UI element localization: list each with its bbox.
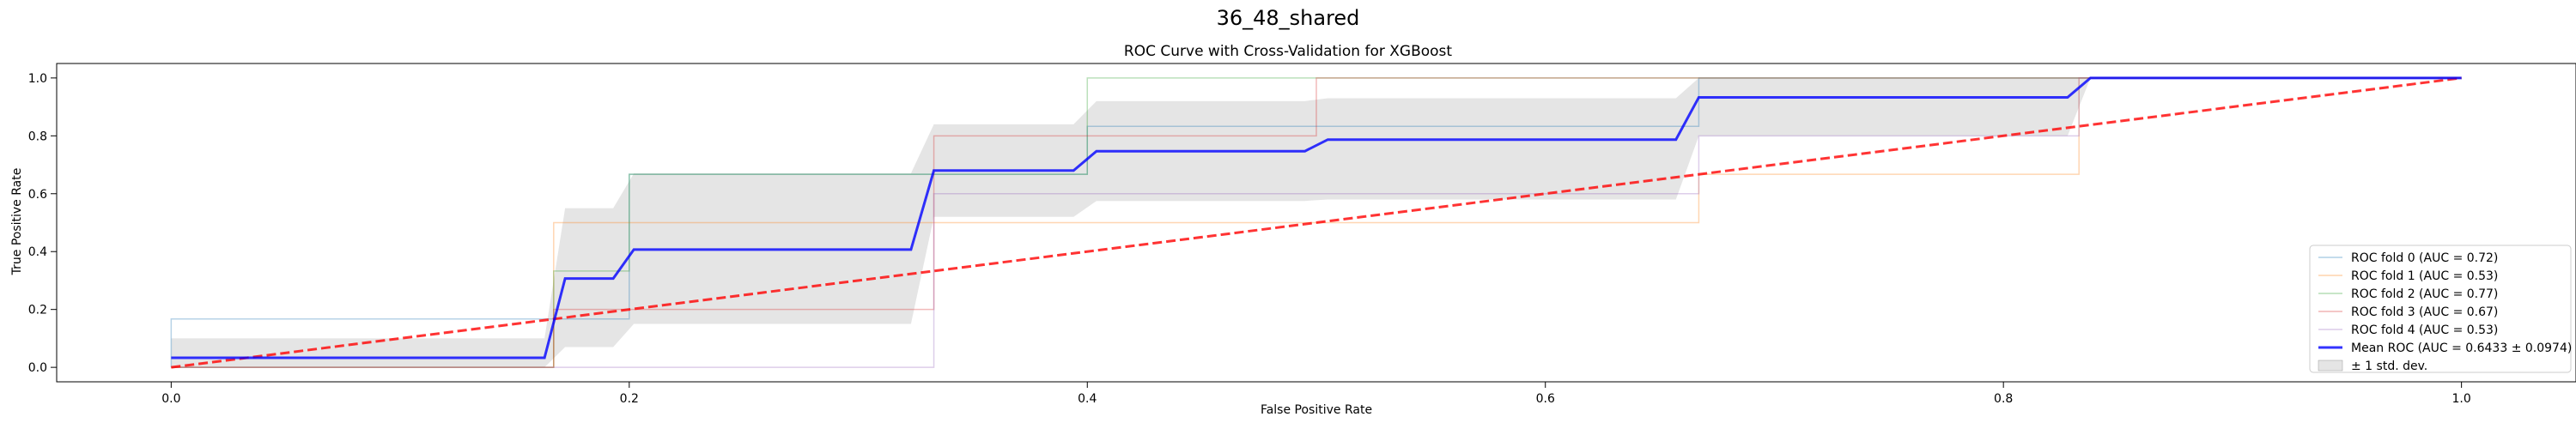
figure-suptitle: 36_48_shared xyxy=(1217,6,1360,30)
legend-entry-label: ROC fold 3 (AUC = 0.67) xyxy=(2351,305,2498,319)
chance-line xyxy=(171,76,2462,369)
roc-fold-0-line xyxy=(170,77,2462,368)
x-tick-label: 0.8 xyxy=(1994,392,2013,406)
y-tick-label: 0.2 xyxy=(28,304,47,317)
x-tick-label: 0.4 xyxy=(1078,392,1097,406)
legend: ROC fold 0 (AUC = 0.72) ROC fold 1 (AUC =… xyxy=(2309,245,2572,373)
legend-swatch-std-band xyxy=(2318,360,2343,372)
chart-title: ROC Curve with Cross-Validation for XGBo… xyxy=(1124,43,1453,60)
y-ticks: 0.0 0.2 0.4 0.6 0.8 1.0 xyxy=(28,72,57,375)
mean-curve-layer xyxy=(171,76,2462,360)
chance-line-layer xyxy=(171,76,2462,369)
x-ticks: 0.0 0.2 0.4 0.6 0.8 1.0 xyxy=(161,382,2471,406)
x-tick-label: 0.2 xyxy=(620,392,639,406)
y-tick-label: 0.0 xyxy=(28,361,47,375)
roc-fold-2-line xyxy=(171,77,2462,368)
legend-entry-label: ± 1 std. dev. xyxy=(2351,360,2427,373)
legend-entry-label: ROC fold 2 (AUC = 0.77) xyxy=(2351,287,2498,301)
x-tick-label: 0.0 xyxy=(161,392,180,406)
y-axis-label: True Positive Rate xyxy=(10,168,24,276)
x-axis-label: False Positive Rate xyxy=(1261,403,1372,417)
legend-entry-label: ROC fold 0 (AUC = 0.72) xyxy=(2351,251,2498,265)
y-tick-label: 1.0 xyxy=(28,72,47,86)
y-tick-label: 0.4 xyxy=(28,245,47,259)
x-tick-label: 0.6 xyxy=(1536,392,1555,406)
y-tick-label: 0.8 xyxy=(28,130,47,143)
roc-fold-3-line xyxy=(171,77,2462,368)
plot-area xyxy=(56,63,2576,383)
legend-entry-label: ROC fold 4 (AUC = 0.53) xyxy=(2351,323,2498,337)
y-tick-label: 0.6 xyxy=(28,188,47,202)
legend-box xyxy=(2309,245,2572,373)
legend-entry-label: Mean ROC (AUC = 0.6433 ± 0.0974) xyxy=(2351,341,2572,355)
mean-roc-line xyxy=(171,76,2462,360)
x-tick-label: 1.0 xyxy=(2452,392,2471,406)
legend-entry-label: ROC fold 1 (AUC = 0.53) xyxy=(2351,269,2498,283)
axes-frame xyxy=(56,63,2576,383)
